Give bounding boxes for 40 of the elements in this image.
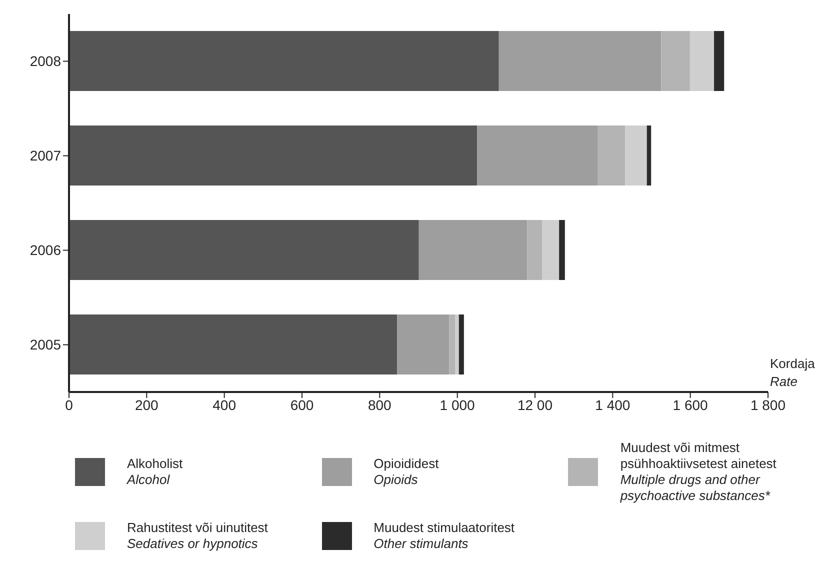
bar bbox=[714, 31, 724, 92]
bar bbox=[559, 220, 565, 280]
bar bbox=[455, 314, 459, 375]
bar bbox=[69, 126, 478, 186]
legend-label: Alkoholist Alcohol bbox=[127, 456, 184, 488]
bar bbox=[477, 126, 598, 186]
bar bbox=[646, 126, 652, 186]
x-tick-label: 200 bbox=[134, 396, 159, 413]
legend-label: Opioididest Opioids bbox=[374, 456, 440, 488]
bar bbox=[598, 126, 626, 186]
legend-label: Muudest stimulaatoritest Other stimulants bbox=[374, 520, 516, 552]
x-tick-label: 600 bbox=[290, 396, 314, 413]
bar bbox=[69, 31, 499, 92]
bar bbox=[69, 314, 398, 375]
bar bbox=[498, 31, 662, 92]
bar bbox=[458, 314, 464, 375]
bar bbox=[418, 220, 528, 280]
x-tick-label: 1 400 bbox=[595, 396, 630, 413]
legend-label: Rahustitest või uinutitest Sedatives or hypnotics bbox=[127, 520, 269, 552]
y-tick-label: 2005 bbox=[30, 336, 62, 353]
x-tick-label: 800 bbox=[368, 396, 392, 413]
x-axis-title: Kordaja Rate bbox=[770, 355, 815, 391]
x-tick-label: 0 bbox=[65, 396, 74, 413]
x-tick-label: 1 800 bbox=[750, 396, 786, 413]
y-tick-label: 2007 bbox=[30, 148, 62, 164]
bar bbox=[690, 31, 714, 92]
x-tick-label: 400 bbox=[212, 396, 236, 413]
y-tick-label: 2006 bbox=[30, 242, 62, 258]
bar bbox=[527, 220, 542, 280]
y-tick-label: 2008 bbox=[30, 53, 62, 70]
bar bbox=[661, 31, 690, 92]
legend-label: Muudest või mitmest psühhoaktiivsetest ainetest Multiple drugs and other psychoactive substances* bbox=[620, 440, 778, 504]
x-tick-label: 12 00 bbox=[517, 396, 553, 413]
bar bbox=[542, 220, 560, 280]
bar bbox=[397, 314, 450, 375]
x-tick-label: 1 000 bbox=[440, 396, 476, 413]
bar bbox=[69, 220, 419, 280]
bar bbox=[625, 126, 647, 186]
bar bbox=[449, 314, 456, 375]
x-tick-label: 1 600 bbox=[672, 396, 708, 413]
